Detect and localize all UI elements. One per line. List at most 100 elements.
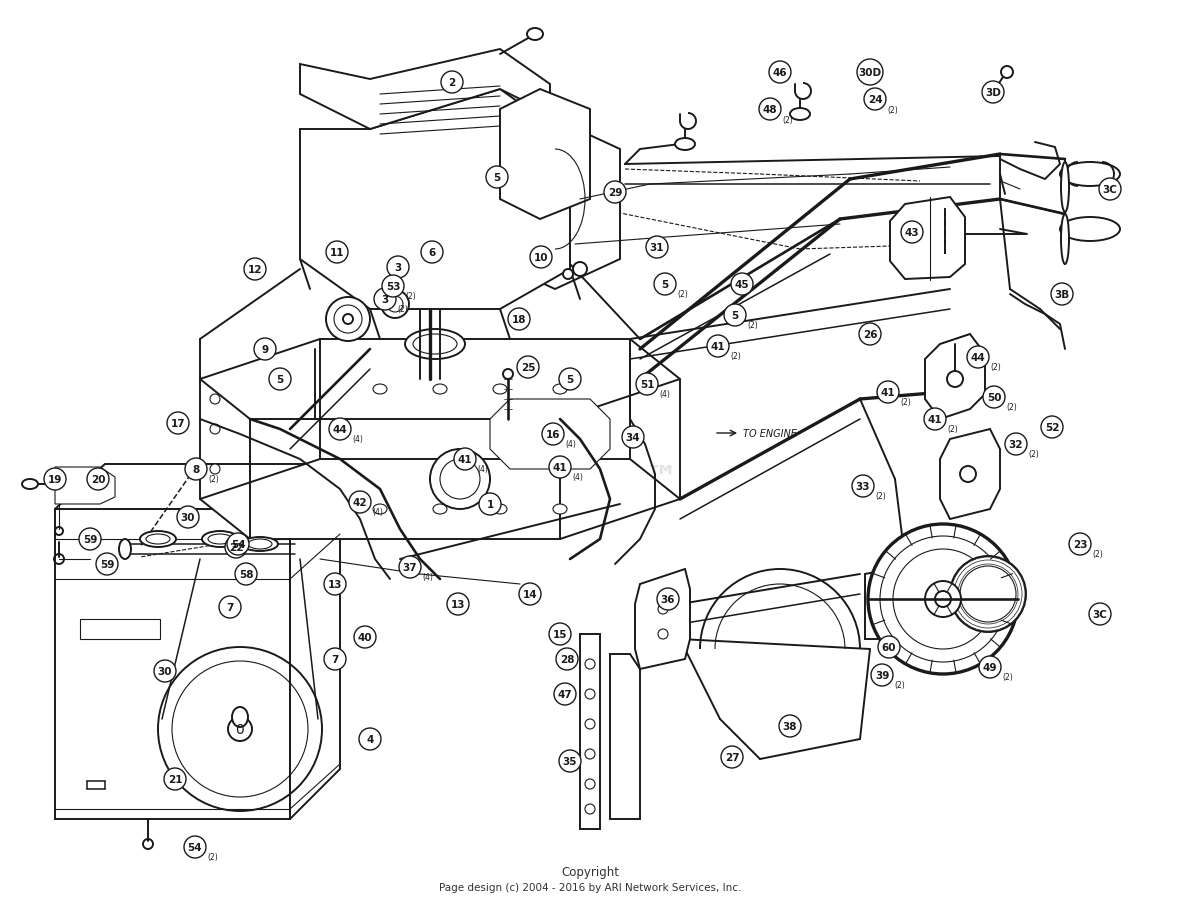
Ellipse shape xyxy=(210,394,219,404)
Circle shape xyxy=(983,386,1005,408)
Text: 5: 5 xyxy=(493,173,500,183)
Circle shape xyxy=(1089,603,1112,625)
Polygon shape xyxy=(890,198,965,280)
Text: 43: 43 xyxy=(905,228,919,238)
Circle shape xyxy=(225,537,247,558)
Polygon shape xyxy=(500,90,590,220)
Ellipse shape xyxy=(1061,215,1069,265)
Polygon shape xyxy=(635,569,690,670)
Circle shape xyxy=(852,476,874,497)
Polygon shape xyxy=(55,465,340,509)
Circle shape xyxy=(235,563,257,586)
Circle shape xyxy=(349,491,371,514)
Text: (2): (2) xyxy=(948,425,958,434)
Text: 11: 11 xyxy=(329,248,345,258)
Ellipse shape xyxy=(880,537,1007,662)
Text: 41: 41 xyxy=(710,342,726,352)
Text: 28: 28 xyxy=(559,654,575,664)
Ellipse shape xyxy=(585,749,595,759)
Text: (2): (2) xyxy=(747,322,758,330)
Text: 36: 36 xyxy=(661,594,675,604)
Circle shape xyxy=(519,583,540,605)
Text: 0: 0 xyxy=(236,722,244,736)
Text: 13: 13 xyxy=(328,579,342,589)
Circle shape xyxy=(269,369,291,391)
Ellipse shape xyxy=(493,384,507,394)
Text: 54: 54 xyxy=(188,842,202,852)
Circle shape xyxy=(517,356,539,379)
Circle shape xyxy=(374,289,396,311)
Text: 5: 5 xyxy=(661,280,669,290)
Ellipse shape xyxy=(202,531,238,548)
Circle shape xyxy=(657,589,678,610)
Text: 5: 5 xyxy=(276,374,283,384)
Circle shape xyxy=(155,660,176,682)
Text: 8: 8 xyxy=(192,465,199,475)
Text: 46: 46 xyxy=(773,68,787,78)
Ellipse shape xyxy=(232,707,248,727)
Text: 54: 54 xyxy=(230,539,245,549)
Text: 53: 53 xyxy=(386,281,400,292)
Text: 21: 21 xyxy=(168,774,182,784)
Text: 5: 5 xyxy=(566,374,573,384)
Ellipse shape xyxy=(1001,67,1012,79)
Ellipse shape xyxy=(503,370,513,380)
Polygon shape xyxy=(199,459,680,539)
Circle shape xyxy=(779,715,801,737)
Text: 3D: 3D xyxy=(985,87,1001,97)
Text: 47: 47 xyxy=(558,690,572,700)
Text: (2): (2) xyxy=(782,116,793,125)
Text: 16: 16 xyxy=(545,429,560,439)
Ellipse shape xyxy=(868,525,1018,674)
Text: 6: 6 xyxy=(428,248,435,258)
Text: (2): (2) xyxy=(900,398,911,407)
Text: (4): (4) xyxy=(372,508,382,517)
Ellipse shape xyxy=(208,535,232,545)
Polygon shape xyxy=(925,334,985,420)
Text: 30: 30 xyxy=(158,666,172,676)
Text: (4): (4) xyxy=(565,440,576,449)
Circle shape xyxy=(454,448,476,470)
Ellipse shape xyxy=(334,306,362,333)
Text: 29: 29 xyxy=(608,188,622,198)
Text: 50: 50 xyxy=(986,393,1002,403)
Text: 59: 59 xyxy=(100,559,114,569)
Ellipse shape xyxy=(585,690,595,700)
Circle shape xyxy=(530,247,552,269)
Ellipse shape xyxy=(563,270,573,280)
Circle shape xyxy=(324,573,346,596)
Text: 2: 2 xyxy=(448,78,455,87)
Text: (2): (2) xyxy=(206,853,218,862)
Ellipse shape xyxy=(140,531,176,548)
Circle shape xyxy=(730,273,753,296)
Circle shape xyxy=(769,62,791,84)
Text: 15: 15 xyxy=(552,630,568,640)
Circle shape xyxy=(871,664,893,686)
Ellipse shape xyxy=(146,535,170,545)
Text: 1: 1 xyxy=(486,499,493,509)
Ellipse shape xyxy=(935,591,951,608)
Text: 4: 4 xyxy=(366,734,374,744)
Circle shape xyxy=(486,167,509,189)
Circle shape xyxy=(399,557,421,578)
Text: (2): (2) xyxy=(405,292,415,302)
Text: 22: 22 xyxy=(229,542,243,552)
Ellipse shape xyxy=(405,330,465,360)
Circle shape xyxy=(509,309,530,331)
Text: 23: 23 xyxy=(1073,539,1087,549)
Text: 31: 31 xyxy=(650,242,664,252)
Text: 25: 25 xyxy=(520,363,536,373)
Text: 30D: 30D xyxy=(858,68,881,78)
Ellipse shape xyxy=(675,138,695,151)
Circle shape xyxy=(864,89,886,111)
Polygon shape xyxy=(199,340,680,420)
Circle shape xyxy=(553,683,576,705)
Ellipse shape xyxy=(553,505,568,515)
Circle shape xyxy=(549,456,571,478)
Text: 51: 51 xyxy=(640,380,654,390)
Ellipse shape xyxy=(1061,163,1069,213)
Circle shape xyxy=(654,273,676,296)
Circle shape xyxy=(1069,534,1092,556)
Ellipse shape xyxy=(961,567,1016,622)
Text: 7: 7 xyxy=(332,654,339,664)
